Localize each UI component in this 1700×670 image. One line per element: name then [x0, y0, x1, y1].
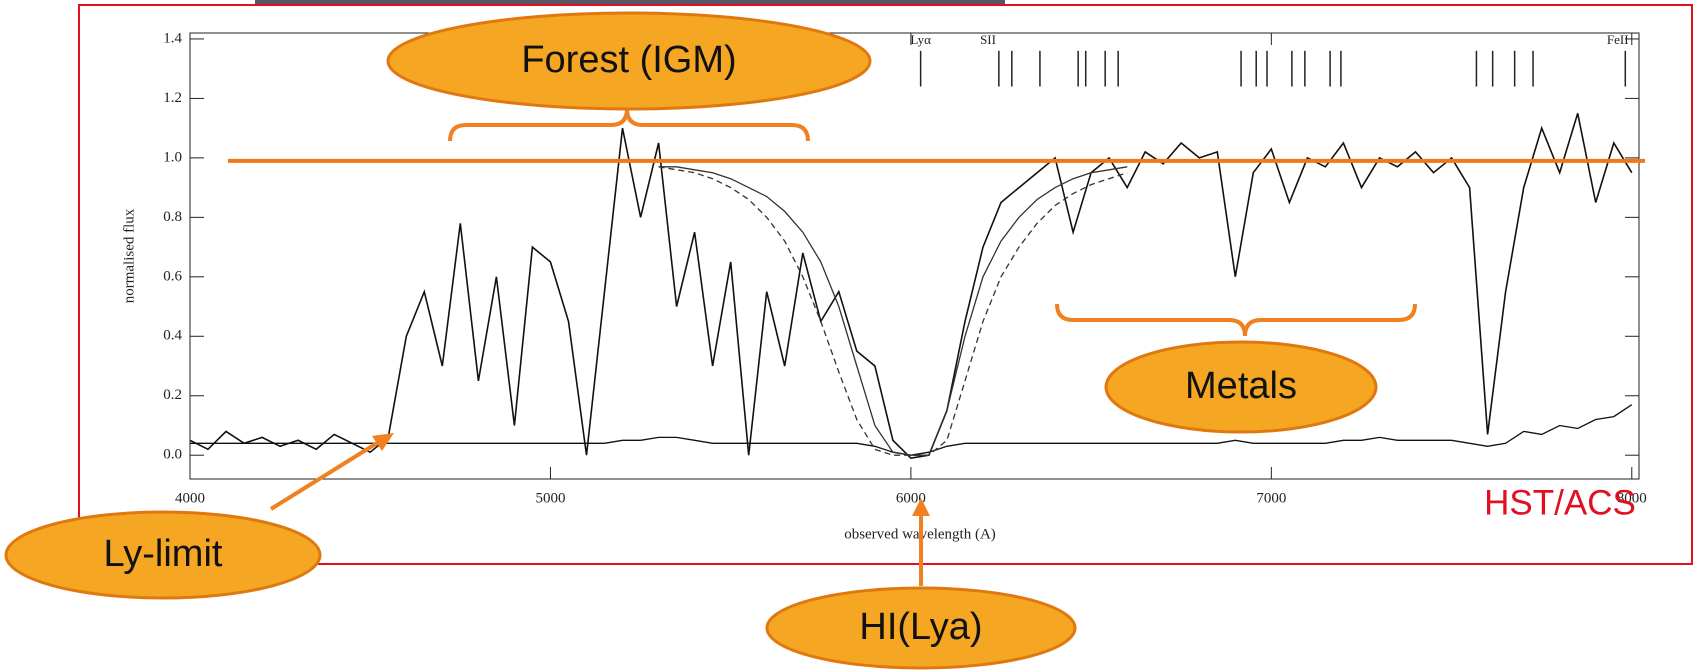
plot-area [190, 33, 1639, 479]
annotation: Ly-limit [104, 533, 223, 575]
annotation: Metals [1185, 365, 1297, 407]
line-label: SII [980, 32, 996, 47]
y-tick-label: 1.0 [163, 149, 182, 165]
y-axis-label: normalised flux [121, 208, 137, 303]
y-tick-label: 0.2 [163, 387, 182, 403]
spectrum-line [190, 113, 1632, 458]
forest-brace [450, 109, 808, 141]
arrow [271, 440, 382, 509]
x-tick-label: 4000 [175, 490, 205, 506]
y-tick-label: 0.4 [163, 328, 182, 344]
chart: observed wavelength (A) normalised flux … [0, 0, 1700, 670]
spectrum-line [190, 405, 1632, 456]
instrument-label: HST/ACS [1484, 483, 1636, 522]
x-tick-label: 7000 [1256, 490, 1286, 506]
y-tick-label: 0.6 [163, 268, 182, 284]
line-label: FeII [1607, 32, 1629, 47]
x-tick-label: 5000 [535, 490, 565, 506]
y-tick-label: 1.2 [163, 90, 182, 106]
y-tick-label: 0.0 [163, 447, 182, 463]
annotation: Forest (IGM) [521, 39, 736, 81]
line-label: Lyα [910, 32, 931, 47]
y-tick-label: 1.4 [163, 30, 182, 46]
metals-brace [1057, 304, 1415, 336]
annotation: HI(Lya) [859, 606, 982, 648]
y-tick-label: 0.8 [163, 209, 182, 225]
